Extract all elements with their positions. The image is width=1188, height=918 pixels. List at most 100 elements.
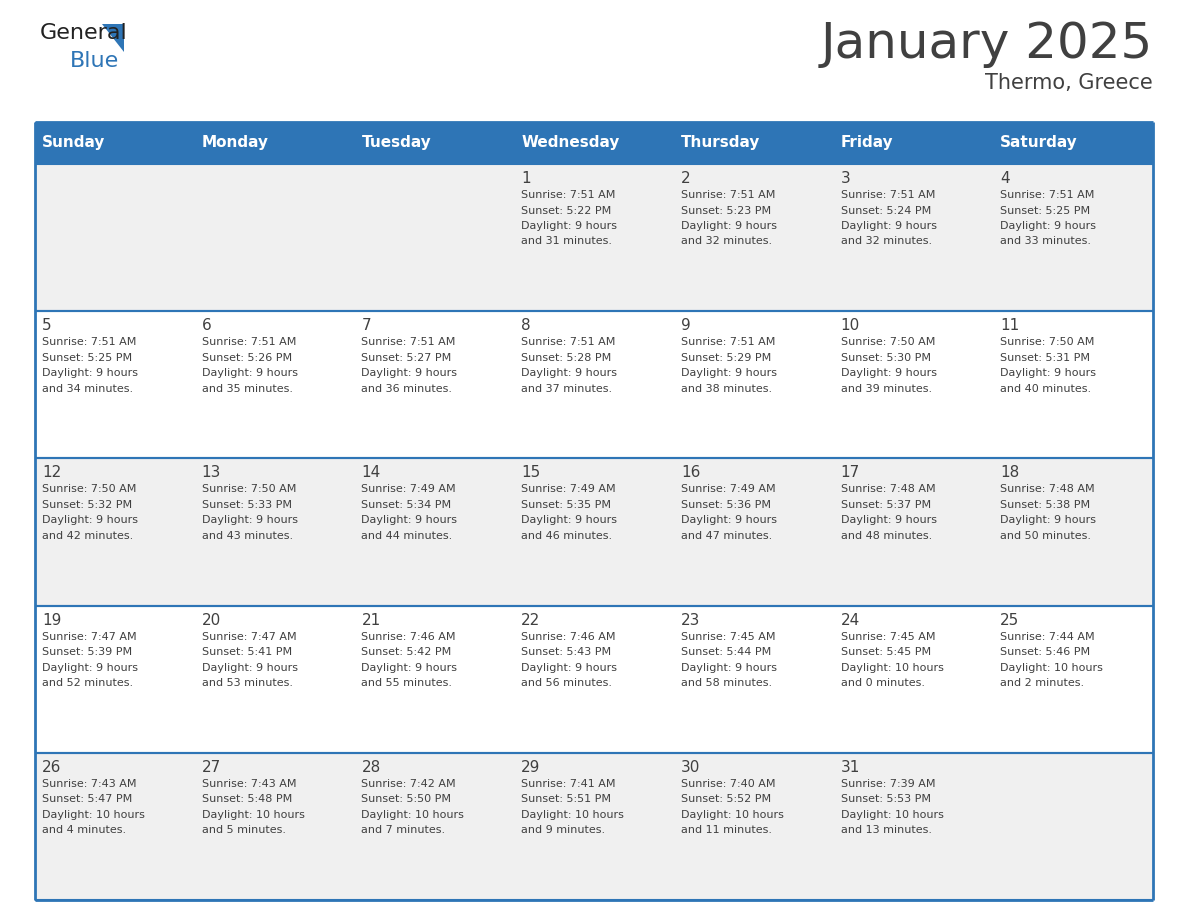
Text: Sunrise: 7:51 AM: Sunrise: 7:51 AM: [361, 337, 456, 347]
Text: Daylight: 9 hours: Daylight: 9 hours: [1000, 515, 1097, 525]
Text: Sunset: 5:34 PM: Sunset: 5:34 PM: [361, 500, 451, 509]
Text: Sunset: 5:29 PM: Sunset: 5:29 PM: [681, 353, 771, 363]
Bar: [195, 458, 354, 606]
Text: and 32 minutes.: and 32 minutes.: [841, 237, 931, 247]
Text: Daylight: 9 hours: Daylight: 9 hours: [522, 368, 617, 378]
Text: Sunrise: 7:51 AM: Sunrise: 7:51 AM: [841, 190, 935, 200]
Text: Sunrise: 7:39 AM: Sunrise: 7:39 AM: [841, 778, 935, 789]
Text: Daylight: 10 hours: Daylight: 10 hours: [42, 810, 145, 820]
Text: Sunset: 5:22 PM: Sunset: 5:22 PM: [522, 206, 612, 216]
Bar: [993, 606, 1154, 753]
Text: Daylight: 9 hours: Daylight: 9 hours: [1000, 368, 1097, 378]
Bar: [34, 606, 195, 753]
Text: Sunrise: 7:47 AM: Sunrise: 7:47 AM: [42, 632, 137, 642]
Text: Wednesday: Wednesday: [522, 135, 619, 150]
Bar: [834, 753, 993, 900]
Text: Sunset: 5:46 PM: Sunset: 5:46 PM: [1000, 647, 1091, 657]
Text: and 43 minutes.: and 43 minutes.: [202, 531, 292, 541]
Bar: [834, 606, 993, 753]
Bar: [514, 753, 674, 900]
Text: Sunrise: 7:45 AM: Sunrise: 7:45 AM: [681, 632, 776, 642]
Bar: [354, 606, 514, 753]
Text: Daylight: 9 hours: Daylight: 9 hours: [681, 368, 777, 378]
Text: 8: 8: [522, 319, 531, 333]
Text: Daylight: 10 hours: Daylight: 10 hours: [841, 810, 943, 820]
Text: Sunset: 5:43 PM: Sunset: 5:43 PM: [522, 647, 612, 657]
Text: Blue: Blue: [70, 51, 119, 71]
Text: Daylight: 9 hours: Daylight: 9 hours: [681, 663, 777, 673]
Text: and 36 minutes.: and 36 minutes.: [361, 384, 453, 394]
Text: 22: 22: [522, 612, 541, 628]
Text: Daylight: 9 hours: Daylight: 9 hours: [361, 663, 457, 673]
Bar: [354, 122, 514, 164]
Text: Daylight: 9 hours: Daylight: 9 hours: [361, 368, 457, 378]
Text: 19: 19: [42, 612, 62, 628]
Text: 5: 5: [42, 319, 51, 333]
Text: 27: 27: [202, 760, 221, 775]
Polygon shape: [102, 24, 124, 52]
Text: Daylight: 9 hours: Daylight: 9 hours: [42, 368, 138, 378]
Text: and 55 minutes.: and 55 minutes.: [361, 678, 453, 688]
Text: and 56 minutes.: and 56 minutes.: [522, 678, 612, 688]
Text: and 40 minutes.: and 40 minutes.: [1000, 384, 1092, 394]
Text: Daylight: 9 hours: Daylight: 9 hours: [841, 515, 936, 525]
Text: Sunset: 5:44 PM: Sunset: 5:44 PM: [681, 647, 771, 657]
Text: Sunrise: 7:50 AM: Sunrise: 7:50 AM: [202, 485, 296, 495]
Text: Sunrise: 7:50 AM: Sunrise: 7:50 AM: [1000, 337, 1094, 347]
Text: and 9 minutes.: and 9 minutes.: [522, 825, 605, 835]
Text: Sunrise: 7:43 AM: Sunrise: 7:43 AM: [42, 778, 137, 789]
Text: and 53 minutes.: and 53 minutes.: [202, 678, 292, 688]
Bar: [514, 164, 674, 311]
Bar: [354, 753, 514, 900]
Text: and 5 minutes.: and 5 minutes.: [202, 825, 286, 835]
Text: Daylight: 10 hours: Daylight: 10 hours: [522, 810, 624, 820]
Text: 23: 23: [681, 612, 700, 628]
Text: and 42 minutes.: and 42 minutes.: [42, 531, 133, 541]
Text: Monday: Monday: [202, 135, 268, 150]
Bar: [514, 122, 674, 164]
Text: Sunrise: 7:40 AM: Sunrise: 7:40 AM: [681, 778, 776, 789]
Bar: [993, 311, 1154, 458]
Text: 4: 4: [1000, 171, 1010, 186]
Text: General: General: [40, 23, 128, 43]
Text: Sunset: 5:28 PM: Sunset: 5:28 PM: [522, 353, 612, 363]
Bar: [993, 122, 1154, 164]
Text: and 47 minutes.: and 47 minutes.: [681, 531, 772, 541]
Bar: [34, 164, 195, 311]
Text: Sunset: 5:48 PM: Sunset: 5:48 PM: [202, 794, 292, 804]
Text: and 0 minutes.: and 0 minutes.: [841, 678, 924, 688]
Text: and 33 minutes.: and 33 minutes.: [1000, 237, 1092, 247]
Text: Sunrise: 7:51 AM: Sunrise: 7:51 AM: [522, 190, 615, 200]
Text: 25: 25: [1000, 612, 1019, 628]
Text: and 50 minutes.: and 50 minutes.: [1000, 531, 1092, 541]
Text: 20: 20: [202, 612, 221, 628]
Text: Sunset: 5:23 PM: Sunset: 5:23 PM: [681, 206, 771, 216]
Text: Daylight: 9 hours: Daylight: 9 hours: [522, 663, 617, 673]
Bar: [834, 311, 993, 458]
Bar: [195, 164, 354, 311]
Text: Sunset: 5:31 PM: Sunset: 5:31 PM: [1000, 353, 1091, 363]
Bar: [993, 458, 1154, 606]
Text: Sunrise: 7:44 AM: Sunrise: 7:44 AM: [1000, 632, 1095, 642]
Text: 1: 1: [522, 171, 531, 186]
Text: and 39 minutes.: and 39 minutes.: [841, 384, 931, 394]
Text: Daylight: 10 hours: Daylight: 10 hours: [1000, 663, 1104, 673]
Text: Sunset: 5:27 PM: Sunset: 5:27 PM: [361, 353, 451, 363]
Text: Sunrise: 7:48 AM: Sunrise: 7:48 AM: [841, 485, 935, 495]
Text: 29: 29: [522, 760, 541, 775]
Text: Sunset: 5:36 PM: Sunset: 5:36 PM: [681, 500, 771, 509]
Text: Sunrise: 7:49 AM: Sunrise: 7:49 AM: [681, 485, 776, 495]
Bar: [195, 122, 354, 164]
Text: and 52 minutes.: and 52 minutes.: [42, 678, 133, 688]
Text: 24: 24: [841, 612, 860, 628]
Bar: [514, 311, 674, 458]
Text: and 7 minutes.: and 7 minutes.: [361, 825, 446, 835]
Text: 11: 11: [1000, 319, 1019, 333]
Text: Sunrise: 7:51 AM: Sunrise: 7:51 AM: [522, 337, 615, 347]
Text: Daylight: 10 hours: Daylight: 10 hours: [202, 810, 304, 820]
Text: Daylight: 9 hours: Daylight: 9 hours: [841, 368, 936, 378]
Text: Sunrise: 7:43 AM: Sunrise: 7:43 AM: [202, 778, 296, 789]
Text: and 35 minutes.: and 35 minutes.: [202, 384, 292, 394]
Text: Sunrise: 7:42 AM: Sunrise: 7:42 AM: [361, 778, 456, 789]
Text: Sunrise: 7:49 AM: Sunrise: 7:49 AM: [522, 485, 615, 495]
